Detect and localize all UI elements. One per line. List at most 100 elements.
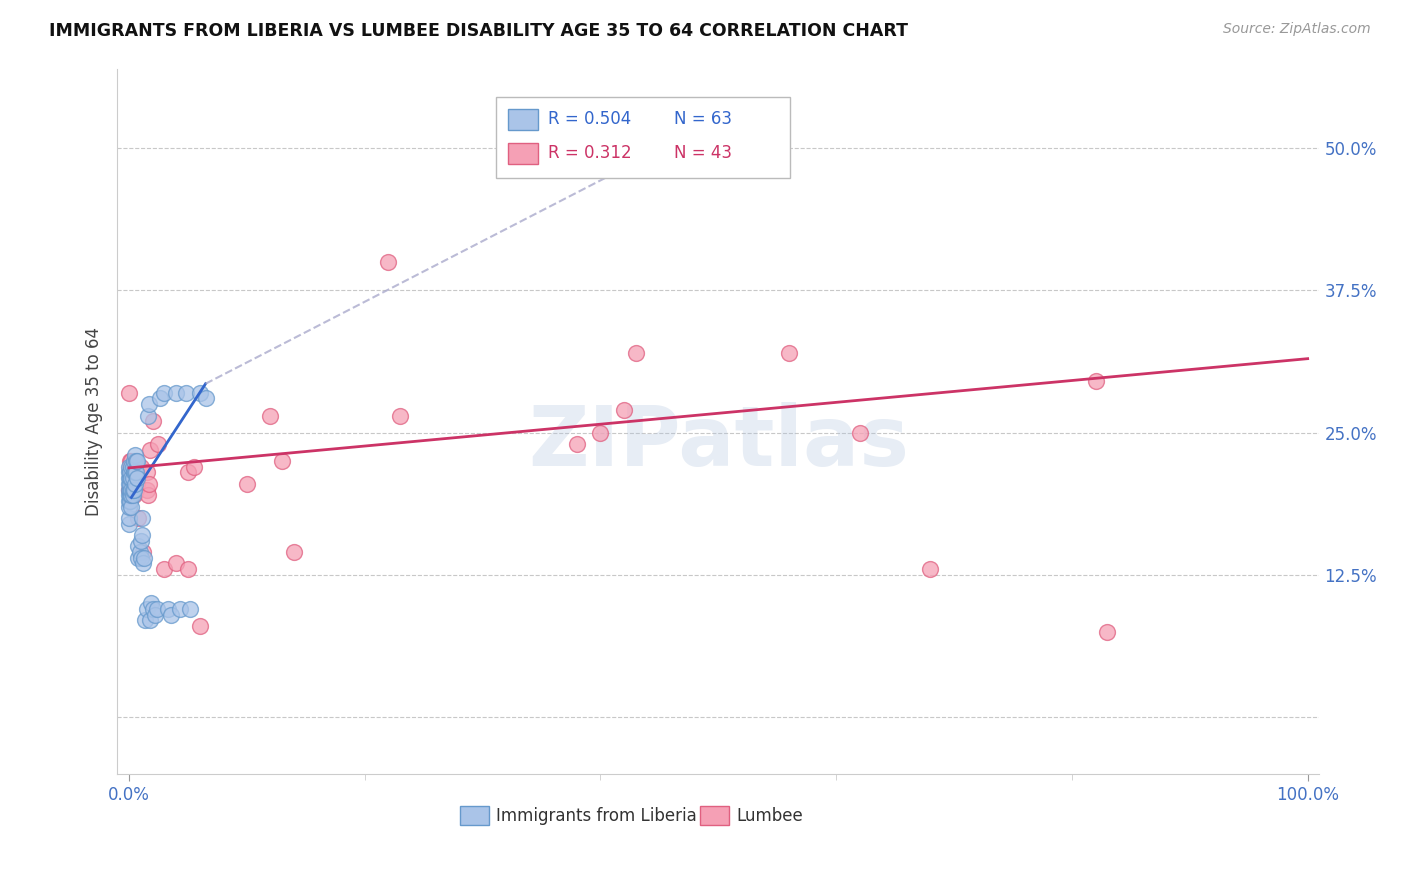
- Point: [136, 488, 159, 502]
- Point: [188, 385, 211, 400]
- Point: [122, 454, 145, 468]
- Point: [121, 466, 143, 480]
- Point: [188, 619, 211, 633]
- Point: [122, 466, 145, 480]
- Point: [920, 562, 942, 576]
- Point: [124, 466, 146, 480]
- Point: [124, 466, 146, 480]
- Point: [120, 476, 142, 491]
- Point: [613, 402, 636, 417]
- Point: [153, 385, 176, 400]
- Point: [125, 483, 148, 497]
- Point: [129, 533, 152, 548]
- Point: [122, 488, 145, 502]
- Y-axis label: Disability Age 35 to 64: Disability Age 35 to 64: [86, 326, 103, 516]
- Point: [156, 602, 179, 616]
- Point: [121, 471, 143, 485]
- Point: [120, 488, 142, 502]
- Point: [131, 511, 153, 525]
- Point: [120, 471, 142, 485]
- Text: Lumbee: Lumbee: [737, 806, 803, 824]
- Point: [120, 500, 142, 514]
- Point: [120, 459, 142, 474]
- Point: [120, 454, 142, 468]
- Point: [141, 602, 163, 616]
- Point: [177, 562, 200, 576]
- Point: [136, 409, 159, 423]
- Point: [259, 409, 281, 423]
- Point: [118, 511, 141, 525]
- Point: [1097, 624, 1119, 639]
- Point: [127, 511, 149, 525]
- Point: [848, 425, 870, 440]
- Text: ZIPatlas: ZIPatlas: [527, 402, 908, 483]
- Point: [138, 476, 160, 491]
- Point: [135, 602, 157, 616]
- Text: R = 0.504: R = 0.504: [547, 111, 631, 128]
- Point: [589, 425, 612, 440]
- Point: [121, 488, 143, 502]
- Point: [127, 471, 149, 485]
- Point: [132, 545, 155, 559]
- Point: [118, 385, 141, 400]
- Point: [143, 607, 166, 622]
- Point: [121, 483, 143, 497]
- Point: [118, 488, 141, 502]
- Point: [122, 483, 145, 497]
- Point: [118, 466, 141, 480]
- FancyBboxPatch shape: [508, 143, 538, 164]
- Text: N = 43: N = 43: [673, 145, 733, 162]
- Point: [1084, 375, 1107, 389]
- Point: [124, 449, 146, 463]
- Text: N = 63: N = 63: [673, 111, 733, 128]
- Point: [134, 613, 156, 627]
- Point: [125, 466, 148, 480]
- Point: [624, 346, 647, 360]
- Point: [120, 483, 142, 497]
- Point: [271, 454, 294, 468]
- Point: [141, 596, 163, 610]
- Point: [118, 459, 141, 474]
- Point: [174, 385, 197, 400]
- Point: [377, 255, 399, 269]
- Point: [138, 397, 160, 411]
- Point: [283, 545, 305, 559]
- Point: [778, 346, 800, 360]
- Point: [118, 500, 141, 514]
- Point: [118, 494, 141, 508]
- Point: [120, 466, 142, 480]
- Point: [120, 466, 142, 480]
- Point: [120, 476, 142, 491]
- Point: [165, 557, 187, 571]
- Point: [177, 466, 200, 480]
- Point: [118, 483, 141, 497]
- Point: [139, 613, 162, 627]
- Point: [118, 476, 141, 491]
- Point: [128, 545, 150, 559]
- Point: [153, 562, 176, 576]
- Point: [139, 442, 162, 457]
- Point: [141, 414, 163, 428]
- Text: IMMIGRANTS FROM LIBERIA VS LUMBEE DISABILITY AGE 35 TO 64 CORRELATION CHART: IMMIGRANTS FROM LIBERIA VS LUMBEE DISABI…: [49, 22, 908, 40]
- Point: [389, 409, 412, 423]
- Point: [129, 550, 152, 565]
- Point: [183, 459, 205, 474]
- Point: [134, 550, 156, 565]
- Point: [127, 476, 149, 491]
- Point: [125, 454, 148, 468]
- Point: [121, 459, 143, 474]
- Point: [120, 483, 142, 497]
- Point: [132, 557, 155, 571]
- Point: [127, 550, 149, 565]
- FancyBboxPatch shape: [508, 109, 538, 130]
- Point: [179, 602, 201, 616]
- Point: [118, 471, 141, 485]
- FancyBboxPatch shape: [460, 806, 489, 825]
- Point: [160, 607, 183, 622]
- Point: [135, 483, 157, 497]
- Text: Source: ZipAtlas.com: Source: ZipAtlas.com: [1223, 22, 1371, 37]
- Point: [169, 602, 191, 616]
- Point: [120, 459, 142, 474]
- Text: Immigrants from Liberia: Immigrants from Liberia: [496, 806, 696, 824]
- Point: [565, 437, 588, 451]
